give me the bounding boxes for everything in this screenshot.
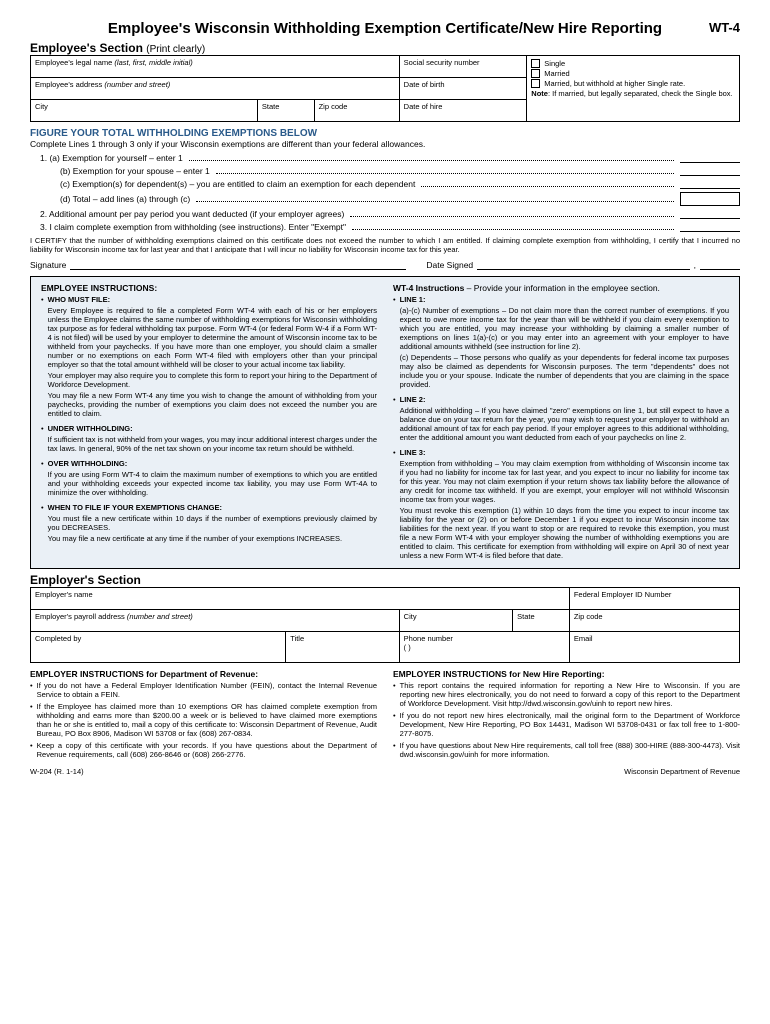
employee-section-title: Employee's Section (Print clearly) (30, 41, 740, 55)
signature-label: Signature (30, 260, 66, 270)
payroll-address-field[interactable]: Employer's payroll address (number and s… (31, 610, 400, 632)
zip-field[interactable]: Zip code (314, 100, 399, 122)
instructions-box: EMPLOYEE INSTRUCTIONS: WHO MUST FILE: Ev… (30, 276, 740, 569)
marital-status: Single Married Married, but withhold at … (527, 56, 740, 122)
state-field[interactable]: State (257, 100, 314, 122)
doh-field[interactable]: Date of hire (399, 100, 527, 122)
employer-zip-field[interactable]: Zip code (569, 610, 739, 632)
single-checkbox[interactable] (531, 59, 540, 68)
line-2-input[interactable] (680, 209, 740, 219)
employer-city-field[interactable]: City (399, 610, 512, 632)
employer-section-title: Employer's Section (30, 573, 740, 587)
line-1d-input[interactable] (680, 192, 740, 206)
employer-table: Employer's name Federal Employer ID Numb… (30, 587, 740, 663)
married-higher-checkbox[interactable] (531, 79, 540, 88)
ssn-field[interactable]: Social security number (399, 56, 527, 78)
title-field[interactable]: Title (286, 632, 399, 663)
main-title: Employee's Wisconsin Withholding Exempti… (108, 20, 662, 37)
line-1d: (d) Total – add lines (a) through (c) (60, 192, 740, 206)
city-field[interactable]: City (31, 100, 258, 122)
line-3-input[interactable] (680, 222, 740, 232)
figure-title: FIGURE YOUR TOTAL WITHHOLDING EXEMPTIONS… (30, 128, 740, 139)
line-3: 3. I claim complete exemption from withh… (40, 222, 740, 232)
completed-by-field[interactable]: Completed by (31, 632, 286, 663)
dor-heading: EMPLOYER INSTRUCTIONS for Department of … (30, 669, 377, 679)
line-2: 2. Additional amount per pay period you … (40, 209, 740, 219)
date-signed-line[interactable] (477, 260, 689, 270)
legal-name-field[interactable]: Employee's legal name (last, first, midd… (31, 56, 400, 78)
employer-state-field[interactable]: State (513, 610, 570, 632)
certify-text: I CERTIFY that the number of withholding… (30, 236, 740, 254)
nhr-heading: EMPLOYER INSTRUCTIONS for New Hire Repor… (393, 669, 740, 679)
fein-field[interactable]: Federal Employer ID Number (569, 588, 739, 610)
signature-line[interactable] (70, 260, 406, 270)
line-1b-input[interactable] (680, 166, 740, 176)
emp-inst-heading: EMPLOYEE INSTRUCTIONS: (41, 283, 377, 293)
wt4-inst-heading: WT-4 Instructions – Provide your informa… (393, 283, 729, 293)
figure-desc: Complete Lines 1 through 3 only if your … (30, 139, 740, 149)
email-field[interactable]: Email (569, 632, 739, 663)
footer: W-204 (R. 1-14) Wisconsin Department of … (30, 767, 740, 776)
form-code: WT-4 (709, 20, 740, 35)
date-signed-label: Date Signed (426, 260, 473, 270)
married-checkbox[interactable] (531, 69, 540, 78)
employee-table: Employee's legal name (last, first, midd… (30, 55, 740, 122)
line-1a: 1. (a) Exemption for yourself – enter 1 (40, 153, 740, 163)
address-field[interactable]: Employee's address (number and street) (31, 78, 400, 100)
phone-field[interactable]: Phone number( ) (399, 632, 569, 663)
line-1c-input[interactable] (680, 179, 740, 189)
line-1a-input[interactable] (680, 153, 740, 163)
dob-field[interactable]: Date of birth (399, 78, 527, 100)
employer-name-field[interactable]: Employer's name (31, 588, 570, 610)
line-1b: (b) Exemption for your spouse – enter 1 (60, 166, 740, 176)
employer-instructions: EMPLOYER INSTRUCTIONS for Department of … (30, 669, 740, 759)
line-1c: (c) Exemption(s) for dependent(s) – you … (60, 179, 740, 189)
